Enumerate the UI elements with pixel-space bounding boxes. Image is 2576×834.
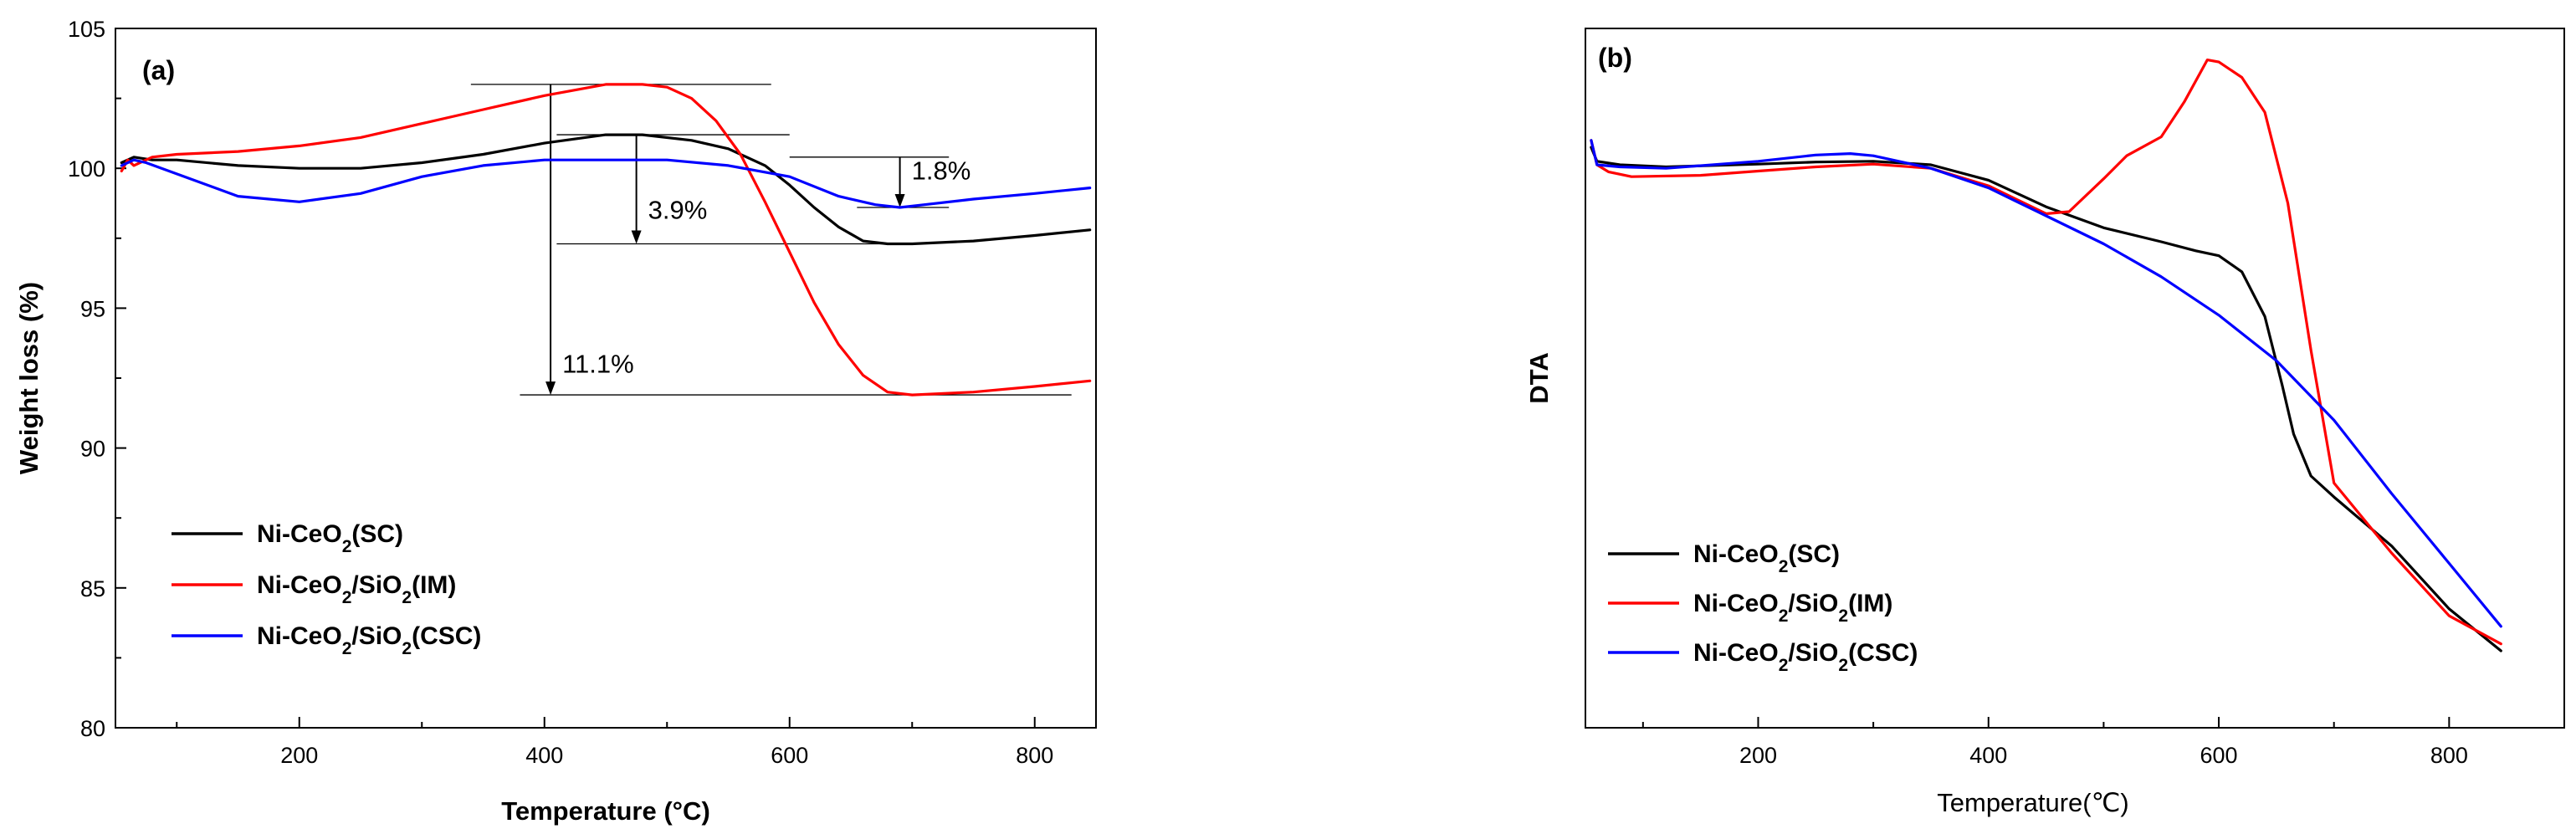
panel-a-legend: Ni-CeO2(SC) Ni-CeO2/SiO2(IM) Ni-CeO2/SiO2(…	[172, 520, 481, 658]
panel-b-dta: 200 400 600 800 (b) Temperature(℃) DTA Ni-C…	[1524, 28, 2565, 817]
legend-label: Ni-CeO2/SiO2(CSC)	[257, 622, 481, 658]
x-tick-label: 400	[1969, 743, 2007, 768]
panel-b-legend: Ni-CeO2(SC) Ni-CeO2/SiO2(IM) Ni-CeO2/SiO2(…	[1608, 540, 1918, 675]
x-tick-label: 600	[771, 743, 808, 768]
y-tick-label: 100	[68, 156, 105, 182]
panel-a-x-axis-title: Temperature (°C)	[501, 796, 710, 826]
y-tick-label: 90	[80, 437, 105, 462]
y-tick-label: 80	[80, 716, 105, 741]
x-tick-label: 600	[2200, 743, 2238, 768]
legend-label: Ni-CeO2/SiO2(CSC)	[1693, 639, 1918, 675]
legend-label: Ni-CeO2(SC)	[1693, 540, 1840, 576]
annotation-arrow-head	[545, 381, 556, 396]
panel-a-label: (a)	[142, 55, 175, 85]
annotation-label: 3.9%	[648, 195, 708, 224]
panel-a-y-axis-title: Weight loss (%)	[14, 282, 44, 474]
panel-b-label: (b)	[1598, 43, 1632, 73]
panel-b-series	[1590, 58, 2502, 652]
series-line-csc	[1590, 139, 2502, 628]
x-tick-label: 200	[1739, 743, 1777, 768]
annotation-label: 1.8%	[912, 156, 971, 186]
annotation-label: 11.1%	[562, 349, 634, 378]
x-tick-label: 400	[525, 743, 563, 768]
panel-a-series	[120, 83, 1092, 397]
x-tick-label: 800	[1016, 743, 1053, 768]
y-tick-label: 95	[80, 296, 105, 321]
series-line-csc	[120, 158, 1092, 209]
x-tick-label: 200	[280, 743, 318, 768]
annotation-arrow-head	[894, 194, 905, 208]
panel-b-y-axis-title: DTA	[1524, 352, 1554, 403]
y-tick-label: 85	[80, 576, 105, 601]
x-tick-label: 800	[2430, 743, 2468, 768]
panel-a-tga: 200 400 600 800 80 85 90 95 100 105 1.8% 3.9% 11.1%…	[14, 17, 1097, 826]
legend-label: Ni-CeO2/SiO2(IM)	[257, 571, 456, 607]
annotation-arrow-head	[631, 230, 642, 244]
panel-b-ticks: 200 400 600 800	[1641, 717, 2468, 768]
panel-b-x-axis-title: Temperature(℃)	[1937, 788, 2129, 817]
panel-b-plot-frame	[1585, 28, 2565, 729]
series-line-im	[120, 83, 1092, 397]
series-line-im	[1590, 58, 2502, 646]
y-tick-label: 105	[68, 17, 105, 42]
series-line-sc	[1590, 146, 2502, 652]
legend-label: Ni-CeO2/SiO2(IM)	[1693, 590, 1892, 626]
legend-label: Ni-CeO2(SC)	[257, 520, 403, 556]
panel-a-ticks: 200 400 600 800 80 85 90 95 100 105	[68, 17, 1053, 768]
panel-a-annotations: 1.8% 3.9% 11.1%	[470, 84, 1072, 396]
series-line-sc	[120, 133, 1092, 246]
